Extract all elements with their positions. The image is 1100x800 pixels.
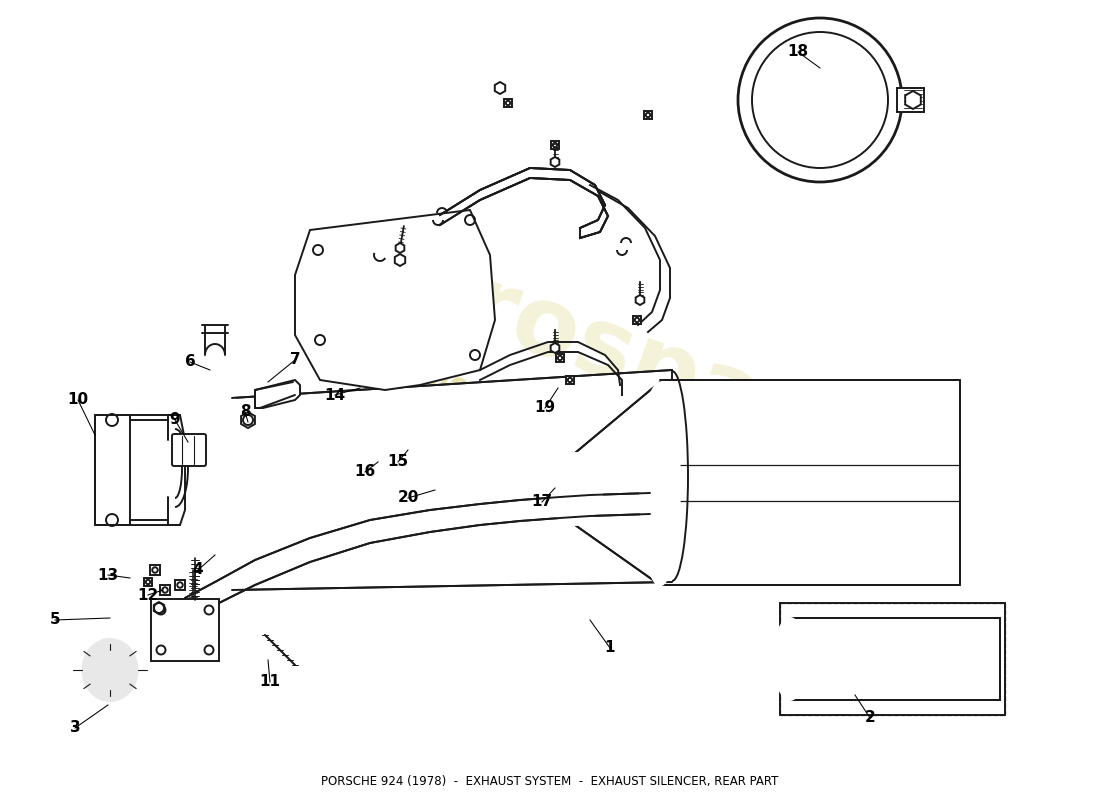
Ellipse shape — [213, 398, 251, 590]
Text: 3: 3 — [69, 721, 80, 735]
Ellipse shape — [82, 639, 138, 701]
Ellipse shape — [640, 382, 680, 586]
Text: a passion for parts since 1985: a passion for parts since 1985 — [331, 328, 828, 532]
Polygon shape — [175, 580, 185, 590]
Text: PORSCHE 924 (1978)  -  EXHAUST SYSTEM  -  EXHAUST SILENCER, REAR PART: PORSCHE 924 (1978) - EXHAUST SYSTEM - EX… — [321, 775, 779, 788]
Text: 4: 4 — [192, 562, 204, 578]
Text: 14: 14 — [324, 387, 345, 402]
Polygon shape — [144, 578, 152, 586]
Polygon shape — [551, 343, 559, 353]
Polygon shape — [790, 618, 1000, 700]
Text: 7: 7 — [289, 353, 300, 367]
Polygon shape — [551, 157, 559, 167]
Polygon shape — [95, 415, 185, 525]
Ellipse shape — [72, 626, 148, 714]
Text: 19: 19 — [535, 401, 556, 415]
Polygon shape — [396, 243, 405, 253]
Polygon shape — [255, 380, 300, 408]
Text: eurosparc: eurosparc — [327, 213, 873, 487]
Polygon shape — [440, 168, 608, 238]
Ellipse shape — [774, 618, 806, 700]
Polygon shape — [575, 382, 660, 585]
Text: 16: 16 — [354, 465, 375, 479]
Polygon shape — [150, 565, 160, 575]
Polygon shape — [636, 295, 645, 305]
FancyBboxPatch shape — [172, 434, 206, 466]
Text: 8: 8 — [240, 405, 251, 419]
Text: 12: 12 — [138, 587, 158, 602]
Polygon shape — [495, 82, 505, 94]
Text: 6: 6 — [185, 354, 196, 370]
Polygon shape — [232, 370, 672, 590]
Ellipse shape — [640, 380, 680, 585]
Text: 10: 10 — [67, 393, 89, 407]
Polygon shape — [241, 412, 255, 428]
Ellipse shape — [548, 453, 603, 525]
Text: 17: 17 — [531, 494, 552, 510]
Polygon shape — [551, 141, 559, 149]
Text: 9: 9 — [169, 413, 180, 427]
Polygon shape — [160, 585, 170, 595]
Polygon shape — [504, 99, 512, 107]
Text: 5: 5 — [50, 613, 60, 627]
Polygon shape — [151, 599, 219, 661]
Polygon shape — [632, 316, 641, 324]
Ellipse shape — [945, 380, 975, 585]
Polygon shape — [154, 602, 164, 614]
Text: 11: 11 — [260, 674, 280, 690]
Text: 2: 2 — [865, 710, 876, 726]
Polygon shape — [295, 210, 495, 390]
Polygon shape — [566, 376, 574, 384]
Polygon shape — [905, 91, 921, 109]
Text: 13: 13 — [98, 567, 119, 582]
Polygon shape — [896, 88, 924, 112]
Polygon shape — [185, 493, 650, 620]
Polygon shape — [660, 380, 960, 585]
Polygon shape — [644, 111, 652, 119]
Text: 18: 18 — [788, 45, 808, 59]
Text: 1: 1 — [605, 641, 615, 655]
Polygon shape — [556, 354, 564, 362]
Text: 15: 15 — [387, 454, 408, 470]
Text: 20: 20 — [397, 490, 419, 506]
Polygon shape — [395, 254, 405, 266]
